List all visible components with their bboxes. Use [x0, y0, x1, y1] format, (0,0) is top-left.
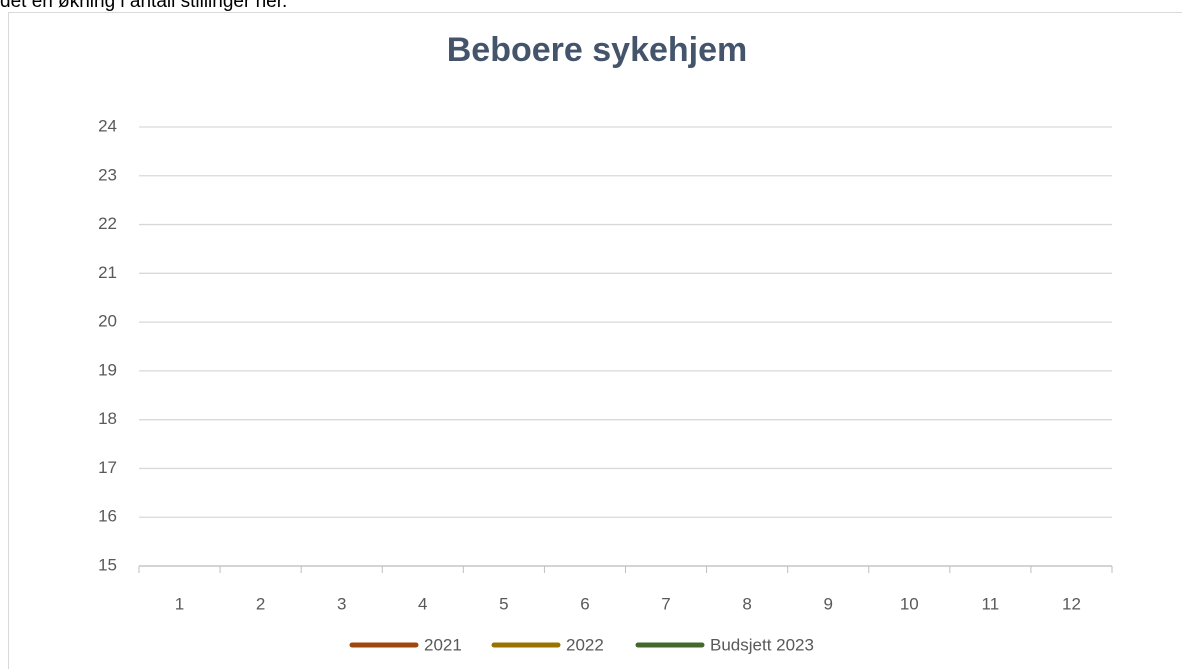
legend-label: Budsjett 2023	[710, 635, 814, 654]
y-tick-label: 15	[98, 555, 117, 574]
x-tick-label: 6	[580, 594, 589, 613]
y-tick-label: 20	[98, 312, 117, 331]
header-text: det en økning i antall stillinger her.	[0, 0, 287, 12]
legend-label: 2021	[424, 635, 462, 654]
x-tick-label: 9	[823, 594, 832, 613]
y-tick-label: 19	[98, 360, 117, 379]
chart-title: Beboere sykehjem	[447, 31, 748, 69]
y-tick-label: 17	[98, 458, 117, 477]
x-tick-label: 1	[175, 594, 184, 613]
x-tick-label: 10	[900, 594, 919, 613]
x-tick-label: 5	[499, 594, 508, 613]
y-tick-label: 16	[98, 507, 117, 526]
chart-frame	[8, 12, 1182, 669]
x-tick-label: 12	[1062, 594, 1081, 613]
x-tick-label: 7	[661, 594, 670, 613]
x-tick-label: 8	[742, 594, 751, 613]
x-tick-label: 3	[337, 594, 346, 613]
y-tick-label: 23	[98, 165, 117, 184]
y-tick-label: 24	[98, 116, 117, 135]
y-tick-label: 21	[98, 263, 117, 282]
x-tick-label: 11	[982, 594, 1000, 613]
legend-label: 2022	[566, 635, 604, 654]
y-tick-label: 18	[98, 409, 117, 428]
x-tick-label: 2	[256, 594, 265, 613]
x-tick-label: 4	[418, 594, 427, 613]
y-tick-label: 22	[98, 214, 117, 233]
